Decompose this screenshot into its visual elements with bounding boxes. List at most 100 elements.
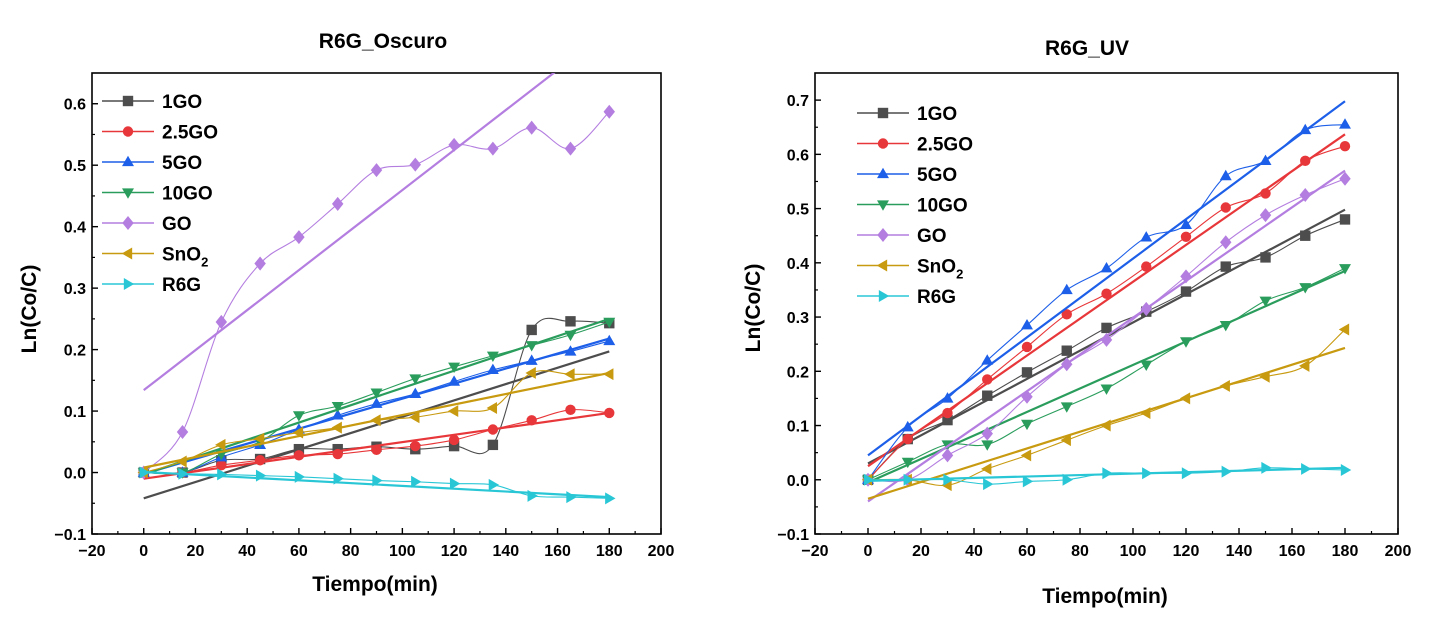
legend-item: GO [857, 226, 947, 247]
data-point [331, 401, 344, 413]
y-tick-label: 0.4 [787, 256, 809, 273]
legend-marker [122, 155, 134, 167]
data-point [903, 473, 914, 486]
data-point [1141, 261, 1152, 272]
data-point [1062, 473, 1073, 486]
legend-marker [121, 247, 133, 260]
data-point [1100, 332, 1113, 347]
x-tick-label: −20 [801, 543, 828, 560]
plot-frame [814, 72, 1399, 535]
data-point [902, 433, 913, 445]
data-point [565, 404, 576, 416]
data-point [486, 402, 498, 414]
data-point [981, 426, 993, 441]
legend-label: GO [917, 226, 947, 247]
legend-label: R6G [162, 275, 201, 296]
legend-label: 5GO [917, 165, 957, 186]
x-tick-label: 40 [965, 543, 983, 560]
data-point [603, 104, 615, 119]
data-point [1021, 341, 1033, 353]
data-point [1061, 309, 1072, 320]
legend-label: SnO2 [162, 245, 208, 270]
plot-area [137, 73, 616, 505]
data-point [1060, 434, 1071, 447]
data-point [1061, 357, 1073, 372]
legend-item: 1GO [857, 104, 957, 125]
data-point [176, 424, 189, 439]
data-point [333, 472, 344, 485]
data-point [254, 455, 266, 466]
data-point [410, 440, 421, 452]
legend-label: 1GO [917, 104, 957, 125]
x-tick-label: 0 [139, 543, 148, 560]
chart-title: R6G_UV [1045, 37, 1129, 60]
data-point [1142, 467, 1153, 480]
x-tick-label: 120 [1173, 543, 1200, 560]
data-point [1140, 360, 1153, 372]
data-point [981, 462, 992, 475]
legend-marker [878, 290, 890, 302]
data-point [982, 390, 993, 401]
data-point [1339, 141, 1351, 152]
data-point [603, 317, 616, 329]
data-point [1021, 389, 1033, 404]
legend-item: 5GO [102, 153, 202, 174]
data-point [1140, 407, 1151, 420]
data-point [1021, 367, 1033, 378]
chart-r6g-oscuro: R6G_Oscuro Tiempo(min) Ln(Co/C) −20 0 20 40… [18, 30, 674, 596]
data-point [1180, 269, 1192, 284]
y-tick-label: 0.6 [787, 147, 809, 164]
data-point [1260, 252, 1271, 263]
data-point [1020, 449, 1032, 462]
data-point [1259, 370, 1270, 383]
data-point [1181, 467, 1193, 480]
x-tick-label: 80 [1071, 543, 1089, 560]
data-point [941, 448, 954, 463]
data-point [1061, 345, 1072, 356]
data-point [331, 409, 344, 420]
legend-marker [877, 138, 889, 149]
data-point [1101, 288, 1112, 299]
legend-item: 5GO [857, 165, 957, 186]
data-point [331, 196, 344, 211]
series-go [138, 73, 615, 480]
data-point [1140, 231, 1153, 242]
x-tick-label: 160 [1279, 543, 1306, 560]
y-tick-label: 0.1 [64, 404, 86, 421]
legend-label: SnO2 [917, 257, 963, 282]
data-point [1060, 283, 1073, 295]
series-sno2 [861, 323, 1350, 500]
data-point [1220, 261, 1231, 272]
legend-item: 2.5GO [857, 135, 973, 156]
data-point [1259, 154, 1272, 166]
data-point [372, 474, 383, 487]
data-point [1220, 202, 1231, 213]
data-point [941, 392, 954, 403]
legend-item: 1GO [102, 92, 202, 113]
x-tick-label: 120 [441, 543, 468, 560]
x-tick-label: 100 [1120, 543, 1147, 560]
y-axis-label: Ln(Co/C) [18, 265, 41, 354]
y-axis-label: Ln(Co/C) [742, 264, 765, 353]
legend-label: 2.5GO [917, 135, 973, 156]
data-point [901, 457, 914, 469]
data-point [1260, 188, 1271, 199]
data-point [292, 411, 305, 422]
data-point [449, 477, 461, 490]
data-point [1022, 475, 1034, 488]
data-point [1180, 286, 1192, 297]
data-point [1261, 461, 1272, 474]
legend-marker [877, 107, 889, 119]
legend-marker [877, 200, 889, 211]
series-r6g [863, 461, 1352, 491]
data-point [1339, 214, 1351, 225]
data-point [409, 157, 422, 172]
y-tick-label: −0.1 [54, 527, 86, 544]
data-point [1339, 118, 1351, 129]
data-point [215, 438, 226, 451]
fit-line [143, 470, 610, 499]
data-point [370, 414, 381, 427]
data-point [1300, 155, 1311, 167]
data-point [863, 473, 875, 486]
